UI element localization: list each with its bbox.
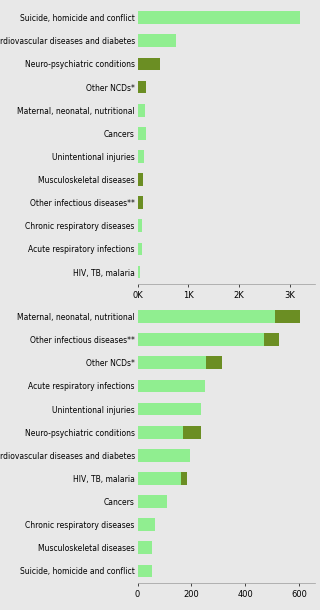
Bar — [183, 426, 201, 439]
Bar — [138, 127, 146, 140]
Bar — [138, 104, 145, 117]
Bar — [275, 310, 300, 323]
Bar — [138, 220, 142, 232]
Bar — [138, 542, 152, 554]
Bar — [264, 333, 279, 346]
Bar — [181, 472, 188, 485]
Bar — [138, 173, 143, 186]
Bar — [138, 356, 206, 369]
Bar — [138, 403, 201, 415]
Bar — [138, 449, 190, 462]
Bar — [138, 565, 152, 577]
Bar — [138, 57, 160, 70]
Bar — [138, 12, 300, 24]
Bar — [138, 379, 205, 392]
Bar — [206, 356, 222, 369]
Bar — [138, 150, 144, 163]
Bar — [138, 196, 143, 209]
Bar — [138, 333, 264, 346]
Bar — [138, 34, 176, 47]
Bar — [138, 426, 183, 439]
Bar — [138, 266, 140, 278]
Bar — [138, 243, 142, 256]
Bar — [138, 81, 146, 93]
Bar — [138, 472, 181, 485]
Bar — [138, 310, 275, 323]
Bar — [138, 495, 167, 508]
Bar — [138, 518, 155, 531]
